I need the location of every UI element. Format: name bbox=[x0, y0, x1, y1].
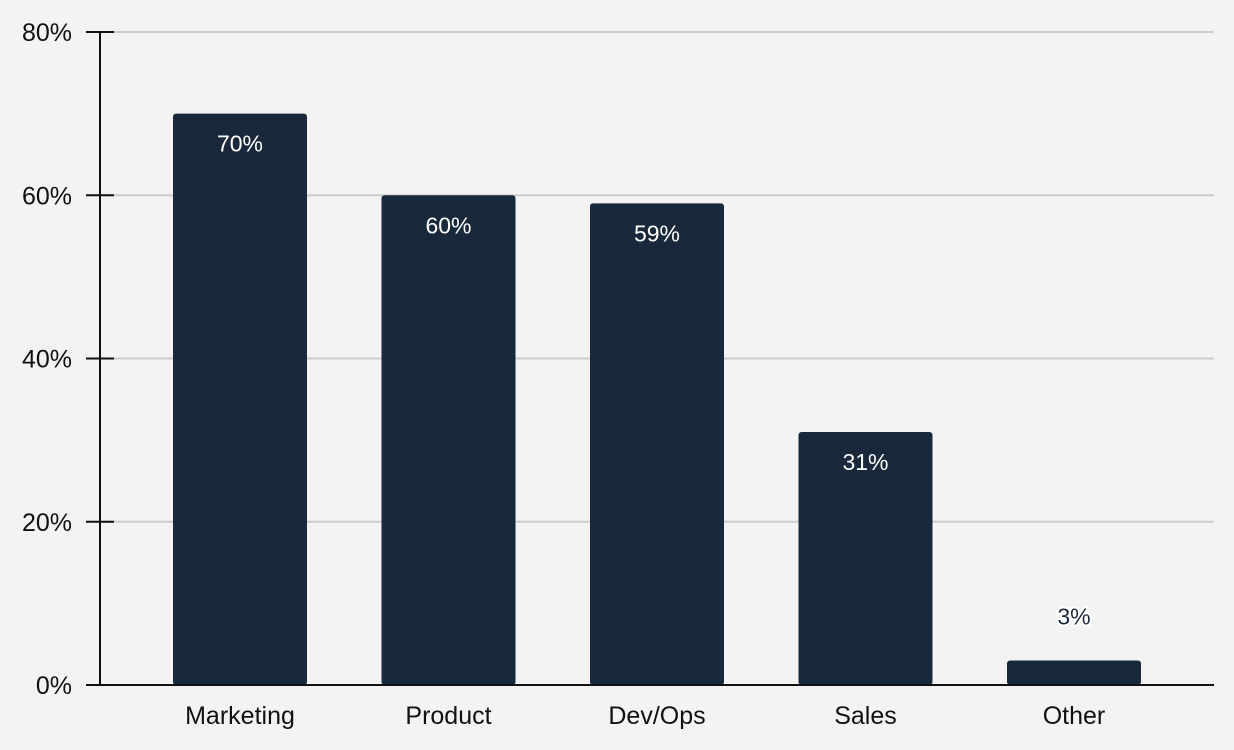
bar bbox=[381, 195, 516, 685]
bar-value-label: 59% bbox=[634, 220, 680, 246]
y-tick-label: 40% bbox=[22, 346, 72, 374]
y-tick-label: 60% bbox=[22, 182, 72, 210]
y-tick-label: 20% bbox=[22, 509, 72, 537]
bar bbox=[798, 431, 933, 685]
labels: 0% 20% 40% 60% 80% 70% Marketing 60% Product 59% D… bbox=[22, 19, 1105, 730]
x-category-label: Sales bbox=[834, 702, 897, 730]
bars bbox=[173, 113, 1141, 685]
x-category-label: Dev/Ops bbox=[608, 702, 705, 730]
bar-value-label: 31% bbox=[842, 449, 888, 475]
bar-value-label: 70% bbox=[217, 131, 263, 157]
y-tick-label: 80% bbox=[22, 19, 72, 47]
x-category-label: Other bbox=[1043, 702, 1106, 730]
axes bbox=[86, 31, 1214, 686]
bar bbox=[590, 203, 724, 685]
y-tick-label: 0% bbox=[36, 672, 72, 700]
x-category-label: Marketing bbox=[185, 702, 295, 730]
bar bbox=[173, 113, 307, 685]
bar-value-label: 3% bbox=[1057, 604, 1090, 630]
bar-value-label: 60% bbox=[425, 212, 471, 238]
x-category-label: Product bbox=[405, 702, 491, 730]
bar bbox=[1007, 660, 1141, 685]
